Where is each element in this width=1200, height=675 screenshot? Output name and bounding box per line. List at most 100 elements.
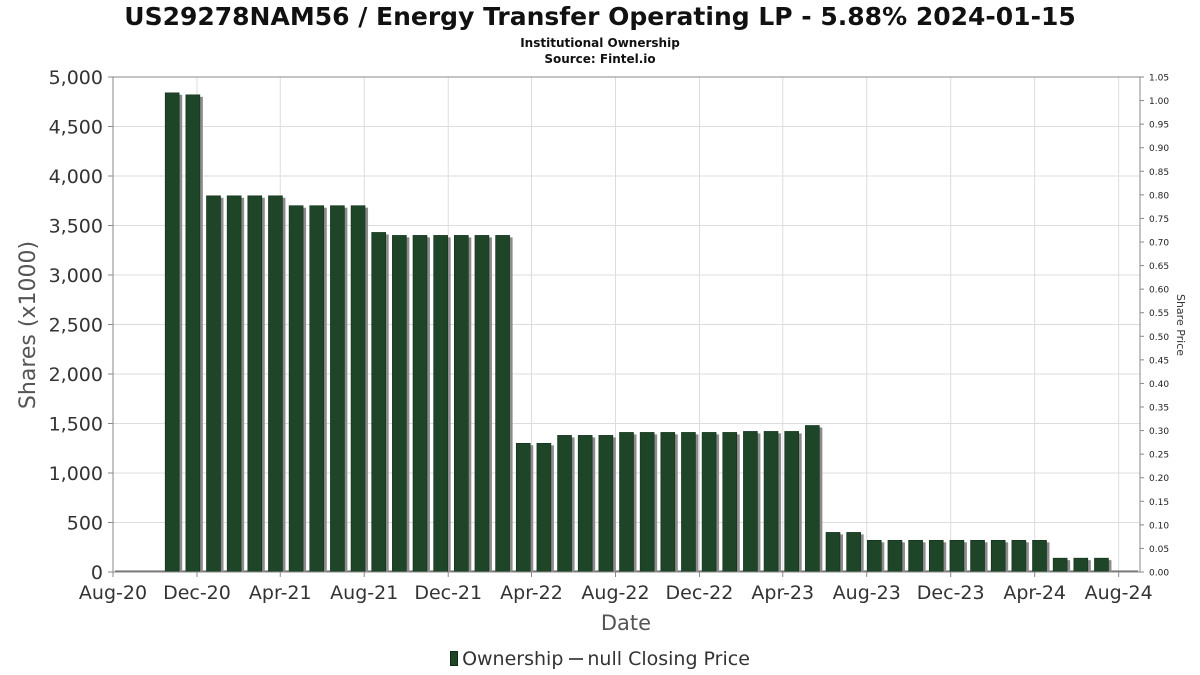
x-tick-label: Apr-22 <box>500 582 563 604</box>
x-tick-label: Dec-21 <box>414 582 482 604</box>
ownership-bar <box>247 195 263 573</box>
y-tick-label: 0 <box>91 562 103 584</box>
ownership-bar <box>164 92 180 573</box>
y2-tick-label: 0.30 <box>1149 427 1169 437</box>
ownership-bar <box>722 432 738 573</box>
ownership-bar <box>701 432 717 573</box>
ownership-bar <box>226 195 242 573</box>
x-tick-label: Aug-23 <box>833 582 901 604</box>
y-tick-label: 1,500 <box>49 414 103 436</box>
y-tick-label: 2,500 <box>49 315 103 337</box>
y-tick-label: 4,500 <box>49 117 103 139</box>
ownership-bar <box>949 540 965 573</box>
y-tick-label: 3,000 <box>49 265 103 287</box>
chart-subtitle: Institutional Ownership <box>520 36 680 50</box>
ownership-bar <box>392 235 407 573</box>
chart-source: Source: Fintel.io <box>544 52 656 66</box>
y-axis: 0 500 1,000 1,500 2,000 2,500 3,000 3,500 4,000 4… <box>49 67 113 584</box>
x-tick-label: Apr-21 <box>249 582 312 604</box>
ownership-bar <box>536 442 552 573</box>
y2-tick-label: 0.45 <box>1149 356 1169 366</box>
ownership-bar <box>660 432 676 573</box>
ownership-bar <box>453 235 469 573</box>
y2-tick-label: 0.00 <box>1149 569 1169 579</box>
y-tick-label: 3,500 <box>49 216 103 238</box>
ownership-bar <box>288 205 304 573</box>
ownership-bar <box>330 205 345 573</box>
ownership-bar <box>1011 540 1027 573</box>
y2-tick-label: 0.65 <box>1149 262 1169 272</box>
y2-tick-label: 0.40 <box>1149 380 1169 390</box>
x-tick-label: Apr-23 <box>751 582 814 604</box>
ownership-bar <box>206 195 221 573</box>
ownership-bar <box>495 235 510 573</box>
y2-tick-label: 0.20 <box>1149 474 1169 484</box>
x-axis: Aug-20 Dec-20 Apr-21 Aug-21 Dec-21 Apr-22 Aug-… <box>79 572 1153 604</box>
ownership-bars <box>164 92 1112 573</box>
ownership-bar <box>681 432 696 573</box>
ownership-bar <box>928 540 944 573</box>
y2-tick-label: 0.25 <box>1149 451 1169 461</box>
ownership-bar <box>639 432 655 573</box>
ownership-bar <box>515 442 531 573</box>
ownership-bar <box>309 205 325 573</box>
y2-tick-label: 1.05 <box>1149 74 1169 84</box>
x-tick-label: Aug-20 <box>79 582 147 604</box>
y2-tick-label: 0.05 <box>1149 545 1169 555</box>
x-axis-label: Date <box>601 611 651 635</box>
y2-tick-label: 0.55 <box>1149 309 1169 319</box>
y2-tick-label: 0.60 <box>1149 286 1169 296</box>
price-legend-line <box>569 658 584 660</box>
ownership-bar <box>268 195 283 573</box>
y2-tick-label: 0.80 <box>1149 191 1169 201</box>
ownership-bar <box>577 435 593 573</box>
y2-tick-label: 1.00 <box>1149 97 1169 107</box>
y2-axis-label: Share Price <box>1174 294 1187 356</box>
ownership-legend-swatch <box>450 651 459 666</box>
ownership-bar <box>619 432 634 573</box>
ownership-bar <box>185 94 201 573</box>
ownership-bar <box>763 431 779 573</box>
ownership-bar <box>743 431 758 573</box>
ownership-bar <box>433 235 448 573</box>
y2-tick-label: 0.50 <box>1149 333 1169 343</box>
ownership-bar <box>1032 540 1047 573</box>
ownership-bar <box>846 532 861 573</box>
ownership-bar <box>887 540 903 573</box>
x-tick-label: Apr-24 <box>1003 582 1066 604</box>
ownership-bar <box>371 232 386 573</box>
legend-price: null Closing Price <box>587 648 750 670</box>
x-tick-label: Aug-22 <box>581 582 649 604</box>
ownership-bar <box>1052 557 1068 573</box>
y2-tick-label: 0.10 <box>1149 521 1169 531</box>
y2-tick-label: 0.35 <box>1149 404 1169 414</box>
ownership-bar <box>412 235 428 573</box>
y2-tick-label: 0.95 <box>1149 121 1169 131</box>
y-axis-label: Shares (x1000) <box>16 241 41 409</box>
ownership-bar <box>557 435 572 573</box>
x-tick-label: Dec-23 <box>917 582 985 604</box>
ownership-bar <box>350 205 366 573</box>
y-tick-label: 1,000 <box>49 463 103 485</box>
ownership-bar <box>805 425 820 573</box>
y2-axis: 0.00 0.05 0.10 0.15 0.20 0.25 0.30 0.35 0.40 0.45… <box>1140 74 1169 579</box>
legend: Ownership null Closing Price <box>0 648 1200 670</box>
y2-tick-label: 0.85 <box>1149 168 1169 178</box>
y2-tick-label: 0.70 <box>1149 239 1169 249</box>
chart-title: US29278NAM56 / Energy Transfer Operating… <box>124 2 1076 31</box>
x-tick-label: Aug-24 <box>1085 582 1153 604</box>
x-tick-label: Dec-20 <box>163 582 231 604</box>
ownership-bar <box>1094 557 1109 573</box>
ownership-bar <box>908 540 923 573</box>
x-tick-label: Aug-21 <box>330 582 398 604</box>
y2-tick-label: 0.15 <box>1149 498 1169 508</box>
ownership-bar <box>970 540 985 573</box>
y-tick-label: 5,000 <box>49 67 103 89</box>
ownership-bar <box>867 540 882 573</box>
ownership-bar <box>784 431 800 573</box>
y-tick-label: 4,000 <box>49 166 103 188</box>
ownership-bar <box>1073 557 1089 573</box>
y-tick-label: 2,000 <box>49 364 103 386</box>
ownership-bar <box>474 235 490 573</box>
